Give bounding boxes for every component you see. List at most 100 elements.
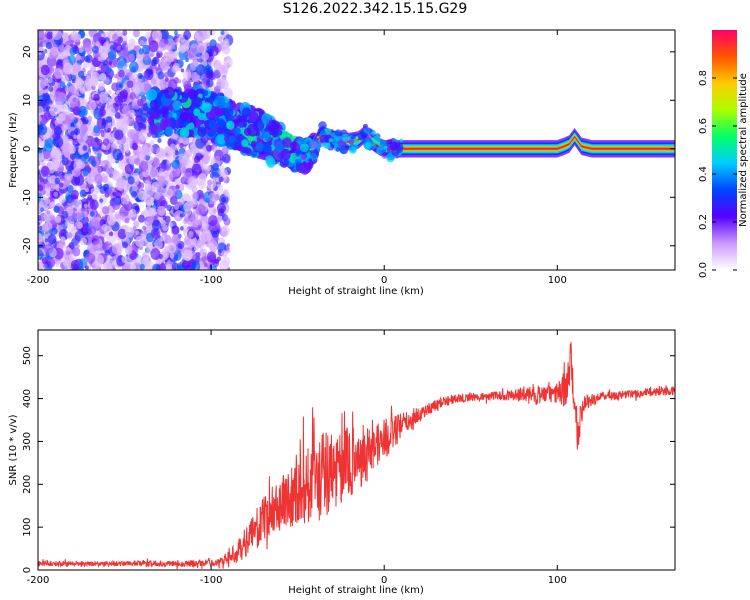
spectrogram-blob [115, 190, 123, 199]
spectrogram-blob [79, 88, 85, 94]
spectrogram-blob [184, 208, 192, 217]
colorbar-gradient [712, 30, 737, 270]
spectrogram-marks [38, 30, 675, 270]
spectrogram-blob [122, 127, 128, 134]
spectrogram-ridge-blob [255, 142, 265, 152]
spectrogram-ridge-blob [250, 140, 257, 148]
spectrogram-blob [202, 230, 213, 242]
spectrogram-blob [73, 134, 78, 140]
spectrogram-blob [100, 132, 105, 137]
spectrogram-blob [141, 123, 147, 130]
spectrogram-blob [119, 89, 128, 99]
spectrogram-blob [144, 180, 152, 189]
spectrogram-ridge-blob [202, 89, 209, 97]
spectrogram-ridge-blob [262, 143, 272, 154]
spectrogram-blob [48, 128, 55, 136]
spectrogram-blob [97, 152, 102, 159]
spectrogram-blob [143, 185, 154, 198]
colorbar-ticks: 0.0 0.2 0.4 0.6 0.8 [698, 70, 737, 278]
spectrogram-blob [117, 228, 127, 240]
spectrogram-blob [157, 32, 162, 37]
spectrogram-ridge-blob [228, 135, 236, 143]
spectrogram-blob [217, 208, 225, 217]
spectrogram-blob [98, 45, 108, 57]
spectrogram-blob [150, 78, 157, 85]
spectrogram-blob [182, 78, 188, 85]
spectrogram-ylabel: Frequency (Hz) [8, 112, 19, 188]
spectrogram-halo-blob [341, 133, 350, 142]
spectrogram-blob [169, 149, 176, 156]
spectrogram-blob [128, 157, 136, 165]
spectrogram-blob [212, 69, 221, 79]
spectrogram-blob [51, 161, 60, 171]
spectrogram-ridge-blob [164, 126, 174, 136]
spectrogram-blob [89, 76, 99, 87]
spectrogram-blob [157, 137, 162, 143]
spectrogram-blob [79, 189, 87, 198]
spectrogram-blob [38, 46, 44, 55]
spectrogram-blob [162, 215, 167, 221]
spectrogram-blob [220, 169, 229, 179]
spectrogram-ridge-blob [202, 102, 212, 113]
spectrogram-blob [129, 129, 138, 139]
spectrogram-blob [209, 39, 217, 48]
spectrogram-blob [109, 231, 114, 237]
spectrogram-ridge-blob [264, 134, 272, 142]
spectrogram-ridge-blob [197, 126, 207, 138]
spectrogram-blob [48, 86, 54, 92]
spectrogram-blob [140, 211, 145, 216]
spectrogram-blob [84, 187, 89, 193]
spectrogram-blob [97, 56, 102, 62]
spectrogram-blob [151, 157, 160, 167]
spectrogram-blob [77, 78, 85, 87]
spectrogram-blob [82, 41, 92, 53]
spectrogram-blob [193, 155, 201, 163]
spectrogram-blob [51, 227, 58, 235]
spectrogram-blob [42, 178, 48, 185]
spectrogram-ridge-blob [241, 107, 252, 118]
spectrogram-blob [156, 175, 166, 187]
spectrogram-blob [109, 259, 115, 265]
spectrogram-blob [43, 263, 48, 269]
spectrogram-blob [216, 216, 222, 223]
spectrogram-blob [106, 214, 117, 226]
spectrogram-blob [58, 112, 67, 122]
spectrogram-ridge-blob [266, 157, 276, 168]
spectrogram-blob [189, 43, 200, 55]
spectrogram-blob [90, 188, 96, 194]
spectrogram-ridge-blob [276, 129, 283, 136]
spectrogram-blob [202, 60, 208, 67]
spectrogram-blob [95, 40, 100, 47]
snr-xtick-label: 0 [381, 575, 387, 586]
spectrogram-ridge-blob [226, 120, 235, 130]
spectrogram-blob [92, 240, 102, 251]
spectrogram-blob [179, 142, 184, 149]
spectrogram-blob [218, 176, 224, 183]
spectrogram-blob [63, 179, 71, 188]
spectrogram-blob [117, 184, 124, 191]
spectrogram-blob [152, 32, 158, 39]
spectrogram-blob [157, 71, 165, 80]
spectrogram-blob [44, 137, 54, 149]
spectrogram-ridge-blob [280, 148, 291, 161]
spectrogram-blob [149, 139, 155, 146]
spectrogram-blob [157, 205, 166, 216]
spectrogram-blob [96, 122, 102, 129]
spectrogram-ridge-blob [236, 115, 247, 128]
spectrogram-blob [91, 160, 97, 167]
spectrogram-blob [220, 225, 230, 237]
spectrogram-blob [79, 123, 88, 134]
spectrogram-blob [68, 84, 76, 94]
spectrogram-blob [133, 157, 141, 166]
spectrogram-halo-blob [348, 139, 355, 145]
spectrogram-halo-blob [325, 143, 331, 149]
spectrogram-blob [220, 79, 229, 90]
spectrogram-blob [46, 192, 51, 198]
spectrogram-ridge-blob [273, 130, 278, 136]
spectrogram-ytick-label: -10 [22, 189, 33, 205]
spectrogram-blob [129, 208, 137, 218]
spectrogram-blob [138, 160, 149, 172]
spectrogram-blob [197, 219, 203, 226]
spectrogram-ridge-blob [187, 129, 195, 137]
spectrogram-ytick-label: 20 [22, 45, 33, 58]
